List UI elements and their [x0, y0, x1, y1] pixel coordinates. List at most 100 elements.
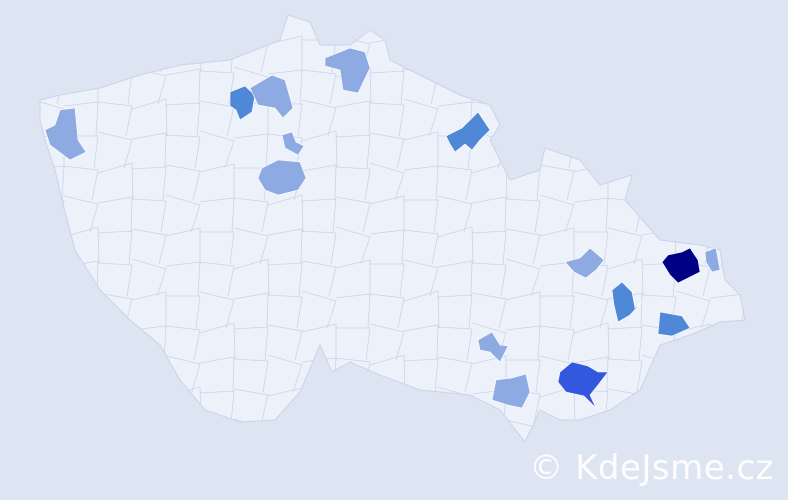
- district-border: [505, 258, 541, 297]
- district-border: [573, 356, 609, 393]
- district-border: [267, 324, 303, 361]
- district-border: [63, 386, 99, 425]
- district-border: [131, 98, 168, 137]
- district-border: [199, 261, 235, 297]
- district-border: [267, 228, 303, 265]
- district-border: [607, 358, 643, 393]
- district-border: [437, 419, 473, 442]
- district-border: [301, 323, 337, 360]
- district-border: [233, 358, 269, 393]
- district-border: [131, 228, 167, 265]
- district-border: [40, 259, 65, 297]
- district-border: [97, 230, 133, 265]
- district-border: [97, 322, 133, 361]
- district-border: [403, 131, 439, 168]
- district-border: [131, 389, 167, 425]
- district-border: [199, 322, 236, 361]
- district-border: [471, 230, 507, 265]
- district-border: [131, 258, 167, 297]
- district-border: [607, 133, 643, 169]
- district-border: [641, 387, 677, 424]
- district-low[interactable]: [704, 247, 721, 273]
- district-border: [97, 162, 134, 201]
- district-border: [743, 132, 745, 169]
- district-border: [574, 231, 609, 265]
- district-border: [63, 356, 99, 393]
- district-max[interactable]: [661, 247, 701, 284]
- district-border: [743, 229, 745, 265]
- district-border: [675, 164, 711, 201]
- district-low[interactable]: [281, 131, 305, 156]
- district-medium[interactable]: [229, 85, 256, 121]
- district-border: [267, 354, 303, 393]
- district-low[interactable]: [249, 74, 294, 119]
- district-border: [369, 102, 405, 137]
- district-border: [573, 100, 609, 137]
- district-border: [573, 291, 609, 329]
- district-border: [335, 100, 371, 137]
- district-border: [267, 421, 303, 442]
- district-low[interactable]: [324, 47, 371, 94]
- district-border: [539, 325, 575, 361]
- district-border: [335, 259, 371, 296]
- district-border: [539, 227, 575, 264]
- district-medium[interactable]: [445, 111, 491, 153]
- district-border: [233, 197, 269, 233]
- district-border: [607, 326, 643, 361]
- district-border: [573, 322, 610, 361]
- district-border: [40, 390, 65, 425]
- district-border: [709, 66, 745, 105]
- district-border: [199, 163, 235, 200]
- district-low[interactable]: [257, 159, 307, 196]
- district-border: [301, 164, 337, 201]
- district-border: [404, 199, 439, 233]
- watermark: © KdeJsme.cz: [529, 448, 774, 488]
- district-border: [369, 162, 405, 201]
- district-border: [200, 231, 235, 265]
- district-border: [267, 294, 303, 329]
- district-border: [709, 100, 745, 137]
- district-low[interactable]: [44, 107, 87, 161]
- district-low[interactable]: [477, 331, 509, 363]
- district-high[interactable]: [557, 361, 609, 409]
- district-border: [233, 418, 269, 442]
- district-low[interactable]: [491, 373, 531, 409]
- district-border: [709, 166, 745, 201]
- district-border: [335, 387, 371, 425]
- district-border: [506, 359, 541, 393]
- district-border: [301, 130, 338, 169]
- district-border: [131, 166, 167, 201]
- district-border: [539, 164, 575, 201]
- district-border: [471, 196, 507, 233]
- district-border: [40, 290, 66, 329]
- district-border: [641, 133, 677, 169]
- district-medium[interactable]: [657, 311, 691, 337]
- district-border: [403, 98, 439, 137]
- district-border: [301, 198, 337, 233]
- district-border: [573, 38, 609, 73]
- district-medium[interactable]: [611, 281, 643, 323]
- district-border: [63, 195, 99, 233]
- highlighted-districts: [44, 47, 721, 409]
- district-border: [369, 70, 405, 105]
- district-border: [607, 227, 643, 265]
- district-border: [743, 195, 745, 232]
- district-border: [63, 419, 99, 442]
- district-border: [233, 388, 269, 425]
- district-border: [403, 259, 439, 297]
- district-border: [539, 102, 575, 137]
- district-border: [743, 102, 745, 137]
- district-border: [97, 101, 133, 137]
- district-border: [709, 35, 745, 73]
- district-border: [437, 34, 473, 73]
- district-low[interactable]: [564, 247, 605, 279]
- district-border: [336, 327, 371, 361]
- district-border: [335, 166, 371, 201]
- district-border: [505, 67, 541, 105]
- district-border: [607, 66, 643, 105]
- district-border: [335, 226, 371, 265]
- district-border: [539, 194, 575, 233]
- district-border: [540, 295, 575, 329]
- district-border: [199, 291, 235, 329]
- district-border: [743, 36, 745, 73]
